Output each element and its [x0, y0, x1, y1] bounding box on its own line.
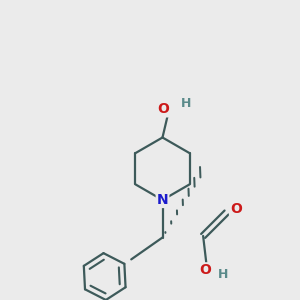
Text: H: H: [181, 97, 191, 110]
Text: H: H: [218, 268, 229, 281]
Text: O: O: [157, 102, 169, 116]
Text: O: O: [199, 263, 211, 277]
Text: O: O: [230, 202, 242, 216]
Text: N: N: [157, 193, 168, 207]
